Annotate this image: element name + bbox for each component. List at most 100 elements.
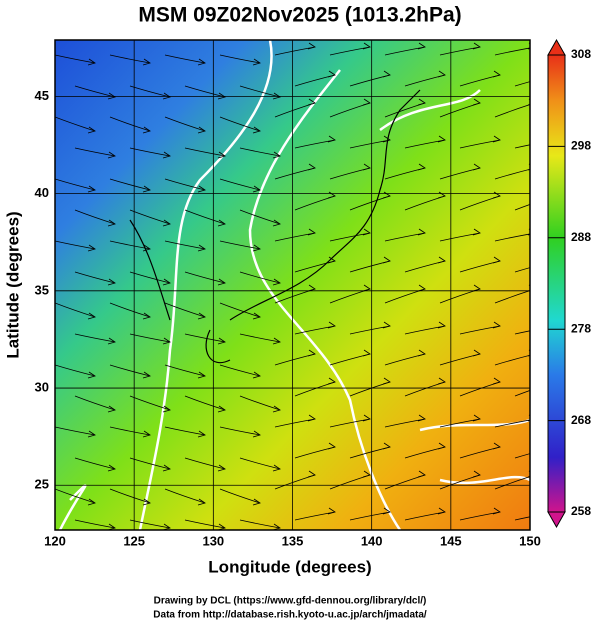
colorbar-tick-label: 268	[571, 413, 591, 427]
streamline	[219, 488, 261, 504]
streamline	[514, 330, 530, 335]
streamline-arrow	[307, 163, 316, 171]
colorbar-tick-label: 308	[571, 47, 591, 61]
streamline-arrow	[362, 470, 371, 478]
streamline-arrow	[472, 470, 481, 478]
streamline-arrow	[217, 278, 226, 286]
streamline-arrow	[472, 349, 481, 357]
streamline-arrow	[327, 321, 336, 329]
credit-line: Data from http://database.rish.kyoto-u.a…	[153, 610, 427, 621]
streamline-arrow	[307, 284, 316, 292]
streamline	[55, 488, 96, 504]
streamline	[109, 178, 151, 191]
streamline-arrow	[362, 414, 371, 422]
streamline-arrow	[472, 98, 481, 106]
streamline-arrow	[197, 244, 206, 252]
streamline	[109, 302, 151, 318]
streamline-arrow	[252, 498, 261, 506]
streamline	[219, 54, 261, 64]
streamline-arrow	[417, 284, 426, 292]
streamline	[129, 209, 171, 225]
y-tick-label: 25	[35, 477, 49, 492]
streamline-arrow	[162, 92, 171, 100]
streamline-arrow	[472, 42, 481, 50]
streamline	[74, 209, 116, 225]
streamline	[55, 426, 96, 436]
streamline-arrow	[142, 244, 151, 252]
streamline-arrow	[217, 405, 226, 413]
streamline-arrow	[382, 442, 391, 450]
x-tick-label: 145	[440, 533, 462, 548]
streamline-arrow	[142, 58, 151, 66]
streamline-arrow	[87, 430, 96, 438]
streamline-arrow	[307, 414, 316, 422]
streamline-arrow	[437, 377, 446, 385]
streamline	[494, 47, 530, 56]
streamline-arrow	[307, 349, 316, 357]
streamline-arrow	[252, 312, 261, 320]
streamline	[129, 147, 171, 157]
streamline	[129, 457, 171, 470]
streamline-arrow	[107, 92, 116, 100]
streamline-arrow	[492, 507, 501, 515]
streamline-arrow	[327, 442, 336, 450]
streamline-arrow	[87, 126, 96, 134]
streamline	[74, 457, 116, 470]
streamline	[109, 54, 151, 64]
streamline-arrow	[437, 507, 446, 515]
streamline	[55, 302, 96, 318]
streamline-arrow	[362, 349, 371, 357]
streamline-arrow	[217, 92, 226, 100]
colorbar-tick-label: 278	[571, 321, 591, 335]
streamline	[109, 364, 151, 377]
streamline	[494, 290, 530, 304]
streamline	[239, 519, 281, 529]
title: MSM 09Z02Nov2025 (1013.2hPa)	[138, 4, 461, 27]
streamline	[109, 240, 151, 250]
streamline-arrow	[362, 284, 371, 292]
streamline-arrow	[382, 321, 391, 329]
streamline-arrow	[437, 70, 446, 78]
streamline	[164, 426, 206, 436]
streamline-arrow	[162, 337, 171, 345]
streamline	[109, 488, 151, 504]
streamline-arrow	[142, 430, 151, 438]
streamline-arrow	[472, 414, 481, 422]
streamline	[55, 364, 96, 377]
streamline-arrow	[162, 278, 171, 286]
streamline-arrow	[197, 185, 206, 193]
streamline-arrow	[307, 98, 316, 106]
streamline	[184, 457, 226, 470]
streamline	[514, 389, 530, 397]
streamline	[74, 271, 116, 284]
streamline-arrow	[87, 58, 96, 66]
colorbar	[547, 54, 566, 513]
y-axis-label: Latitude (degrees)	[3, 211, 22, 358]
streamline-arrow	[107, 464, 116, 472]
streamline-arrow	[197, 430, 206, 438]
streamline-arrow	[492, 442, 501, 450]
streamline-arrow	[142, 185, 151, 193]
streamline-arrow	[217, 151, 226, 159]
streamline-arrow	[142, 312, 151, 320]
streamline-arrow	[492, 321, 501, 329]
streamline-arrow	[417, 163, 426, 171]
streamline	[514, 516, 530, 521]
x-tick-label: 130	[202, 533, 224, 548]
grid: 120 125 130 135 140 145 150 25 30 35 40 45	[35, 40, 541, 548]
streamline	[494, 168, 530, 180]
streamline	[494, 104, 530, 118]
streamline	[494, 233, 530, 242]
streamline-arrow	[87, 244, 96, 252]
streamline-arrow	[362, 163, 371, 171]
isobars	[58, 40, 530, 530]
streamline-arrow	[327, 377, 336, 385]
streamline	[514, 144, 530, 149]
streamline	[239, 457, 281, 470]
streamline-arrow	[252, 126, 261, 134]
streamline	[514, 81, 530, 87]
x-tick-label: 120	[44, 533, 66, 548]
streamline	[74, 333, 116, 343]
streamline	[219, 116, 261, 132]
streamline-arrow	[492, 135, 501, 143]
